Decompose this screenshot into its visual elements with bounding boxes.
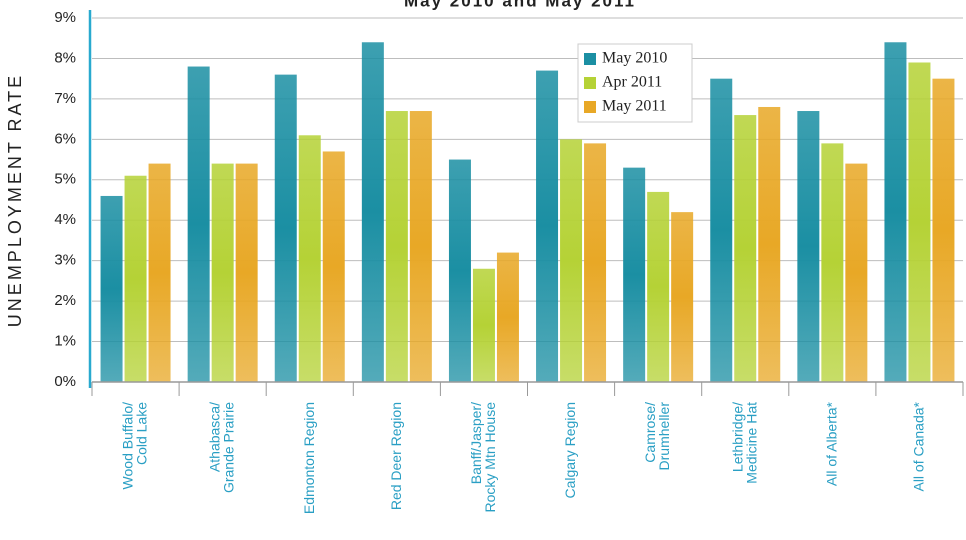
y-tick-label: 5% [54, 171, 76, 188]
legend-swatch [584, 53, 596, 65]
bar [148, 163, 171, 382]
bar [472, 268, 495, 382]
bar [884, 42, 907, 383]
bar [409, 111, 432, 383]
bar [908, 62, 931, 382]
bar [845, 163, 868, 382]
bar [496, 252, 519, 382]
legend-label: May 2011 [602, 98, 667, 115]
legend-label: May 2010 [602, 50, 667, 67]
bar [298, 135, 321, 382]
chart-title: May 2010 and May 2011 [404, 0, 636, 10]
bar [385, 111, 408, 383]
bar [758, 106, 781, 382]
legend-box [577, 43, 693, 123]
y-tick-label: 0% [54, 373, 76, 390]
bar [932, 78, 955, 383]
bar [536, 70, 559, 383]
y-tick-label: 4% [54, 211, 76, 228]
y-tick-label: 2% [54, 292, 76, 309]
bar [584, 143, 607, 382]
bar [671, 212, 694, 382]
bar [448, 159, 471, 382]
bar [560, 139, 583, 382]
x-tick-label: Wood Buffalo/Cold Lake [119, 402, 149, 490]
bar [100, 195, 123, 382]
bar [211, 163, 234, 382]
y-tick-label: 1% [54, 333, 76, 350]
bar [710, 78, 733, 383]
x-tick-label: Camrose/Drumheller [642, 402, 672, 471]
x-tick-label: All of Alberta* [823, 401, 839, 486]
bar [322, 151, 345, 382]
bar [734, 115, 757, 383]
bar [124, 175, 147, 382]
y-tick-label: 6% [54, 130, 76, 147]
bar [647, 191, 670, 382]
y-tick-label: 7% [54, 90, 76, 107]
legend-swatch [584, 101, 596, 113]
x-tick-label: Red Deer Region [388, 402, 404, 510]
bar [797, 111, 820, 383]
x-tick-label: Athabasca/Grande Prairie [206, 402, 236, 493]
x-tick-label: Edmonton Region [300, 402, 316, 514]
bar [274, 74, 297, 382]
bar [623, 167, 646, 382]
x-tick-label: Calgary Region [562, 402, 578, 499]
y-axis-label: UNEMPLOYMENT RATE [5, 73, 25, 327]
x-tick-label: Lethbridge/Medicine Hat [729, 402, 759, 484]
y-tick-label: 8% [54, 49, 76, 66]
legend-swatch [584, 77, 596, 89]
bar [821, 143, 844, 382]
bar [235, 163, 258, 382]
x-tick-label: Banff/Jasper/Rocky Mtn House [468, 402, 498, 513]
bar [361, 42, 384, 383]
x-tick-label: All of Canada* [910, 401, 926, 491]
bar [187, 66, 210, 383]
legend-label: Apr 2011 [602, 74, 662, 91]
y-tick-label: 9% [54, 9, 76, 26]
y-tick-label: 3% [54, 252, 76, 269]
